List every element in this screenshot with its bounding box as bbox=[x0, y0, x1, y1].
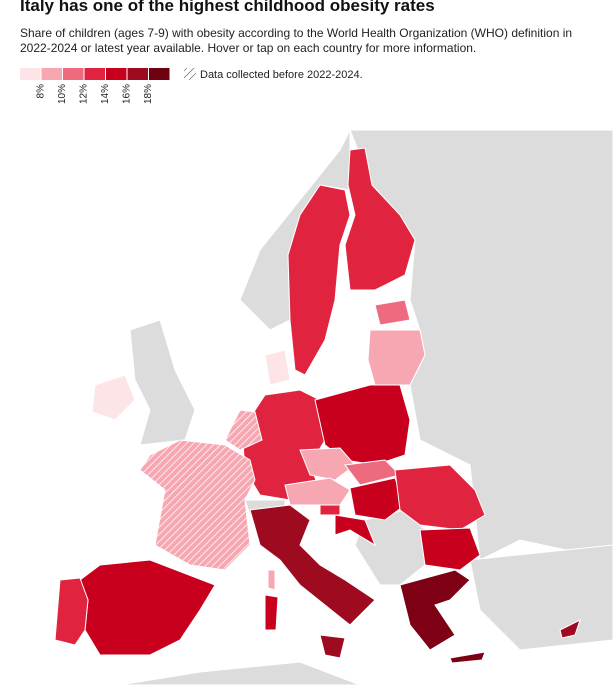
legend-label: 14% bbox=[100, 84, 111, 104]
hatch-swatch bbox=[184, 68, 196, 80]
legend-swatch bbox=[20, 68, 41, 80]
legend-swatch bbox=[41, 68, 62, 80]
legend: 8% 10% 12% 14% 16% 18% bbox=[20, 68, 170, 104]
legend-label: 18% bbox=[143, 84, 154, 104]
legend-swatch bbox=[106, 68, 127, 80]
countries bbox=[54, 147, 581, 664]
legend-swatch bbox=[127, 68, 148, 80]
subtitle: Share of children (ages 7-9) with obesit… bbox=[20, 26, 573, 55]
legend-label: 10% bbox=[57, 84, 68, 104]
title: Italy has one of the highest childhood o… bbox=[20, 0, 435, 15]
legend-label: 16% bbox=[122, 84, 133, 104]
legend-swatch bbox=[84, 68, 105, 80]
hatch-note: Data collected before 2022-2024. bbox=[200, 69, 363, 81]
legend-label: 8% bbox=[36, 84, 47, 99]
legend-swatch bbox=[63, 68, 84, 80]
legend-swatch bbox=[149, 68, 170, 80]
legend-label: 12% bbox=[79, 84, 90, 104]
